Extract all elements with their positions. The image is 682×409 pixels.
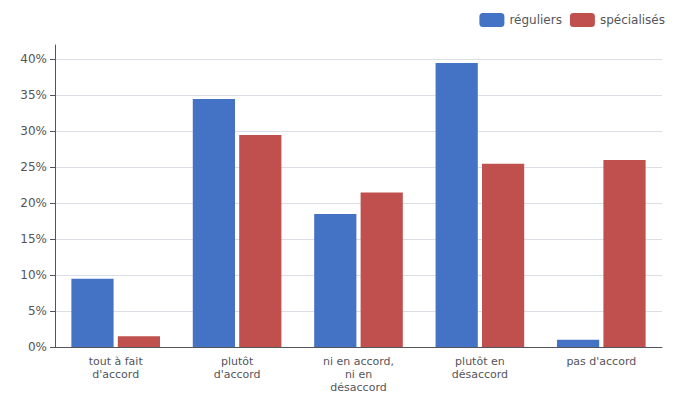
svg-text:d'accord: d'accord bbox=[92, 368, 139, 381]
svg-text:désaccord: désaccord bbox=[330, 381, 386, 394]
svg-text:plutôt en: plutôt en bbox=[455, 355, 505, 368]
svg-text:40%: 40% bbox=[20, 52, 47, 66]
svg-text:20%: 20% bbox=[20, 196, 47, 210]
svg-text:tout à fait: tout à fait bbox=[89, 355, 144, 368]
svg-text:ni en accord,: ni en accord, bbox=[323, 355, 394, 368]
svg-text:15%: 15% bbox=[20, 232, 47, 246]
svg-text:spécialisés: spécialisés bbox=[600, 13, 665, 27]
svg-text:35%: 35% bbox=[20, 88, 47, 102]
svg-text:30%: 30% bbox=[20, 124, 47, 138]
svg-text:0%: 0% bbox=[28, 340, 47, 354]
svg-text:ni en: ni en bbox=[345, 368, 372, 381]
svg-text:25%: 25% bbox=[20, 160, 47, 174]
svg-text:pas d'accord: pas d'accord bbox=[566, 355, 636, 368]
svg-text:désaccord: désaccord bbox=[452, 368, 508, 381]
svg-text:plutôt: plutôt bbox=[221, 355, 254, 368]
svg-text:d'accord: d'accord bbox=[214, 368, 261, 381]
svg-text:5%: 5% bbox=[28, 304, 47, 318]
svg-text:réguliers: réguliers bbox=[509, 13, 562, 27]
svg-text:10%: 10% bbox=[20, 268, 47, 282]
